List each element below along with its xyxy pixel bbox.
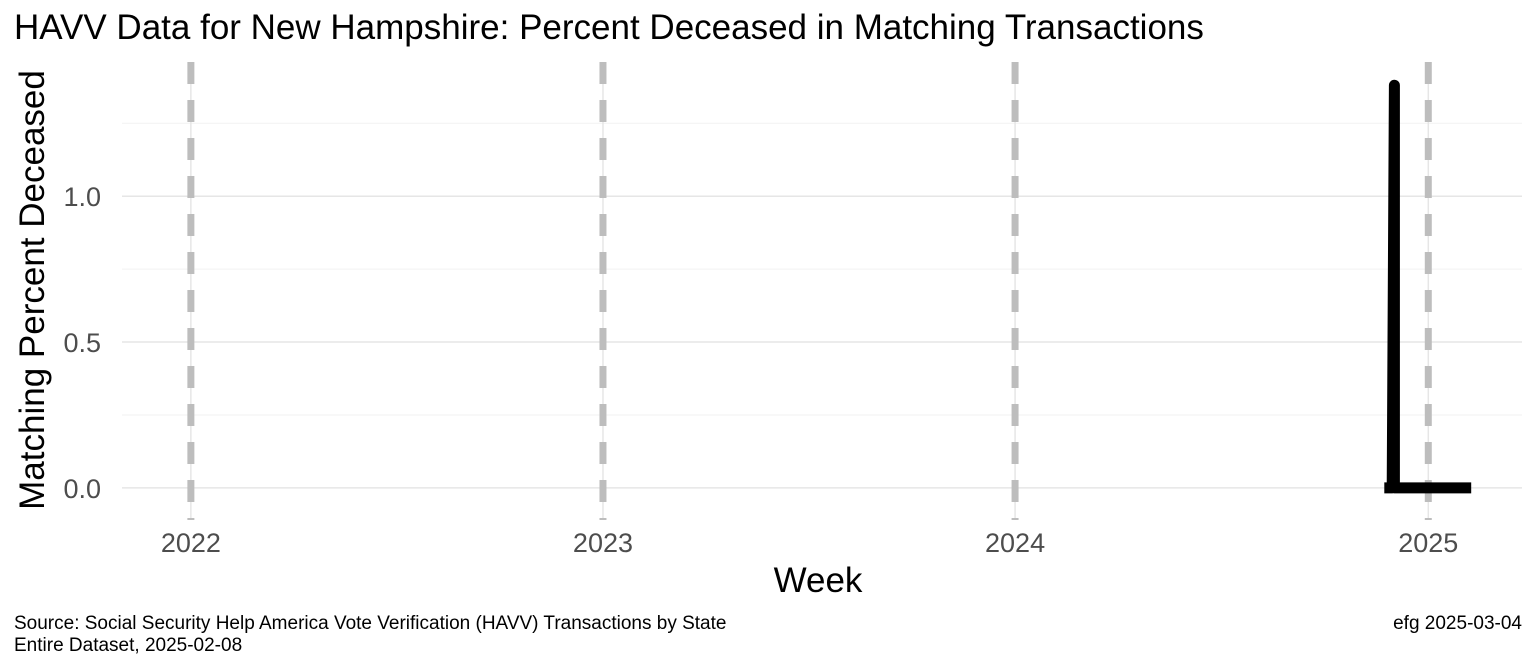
- x-tick-labels: 2022 2023 2024 2025: [161, 528, 1458, 558]
- y-axis-label: Matching Percent Deceased: [13, 70, 52, 510]
- y-tick-label: 1.0: [63, 182, 101, 212]
- source-caption: Source: Social Security Help America Vot…: [14, 613, 726, 657]
- series-layer: [1384, 79, 1472, 494]
- x-tick-label: 2022: [161, 528, 221, 558]
- y-tick-label: 0.5: [63, 328, 101, 358]
- source-line-2: Entire Dataset, 2025-02-08: [14, 635, 243, 656]
- x-axis-label: Week: [774, 561, 863, 600]
- grid-layer: [122, 62, 1522, 520]
- chart-title: HAVV Data for New Hampshire: Percent Dec…: [14, 8, 1204, 47]
- x-tick-label: 2024: [985, 528, 1045, 558]
- credit-caption: efg 2025-03-04: [1393, 613, 1522, 634]
- x-tick-label: 2023: [573, 528, 633, 558]
- y-tick-label: 0.0: [63, 474, 101, 504]
- year-marker-layer: [187, 62, 1432, 520]
- y-tick-labels: 0.0 0.5 1.0: [63, 182, 101, 504]
- series-line: [1384, 79, 1472, 494]
- source-line-1: Source: Social Security Help America Vot…: [14, 613, 727, 634]
- x-tick-label: 2025: [1398, 528, 1458, 558]
